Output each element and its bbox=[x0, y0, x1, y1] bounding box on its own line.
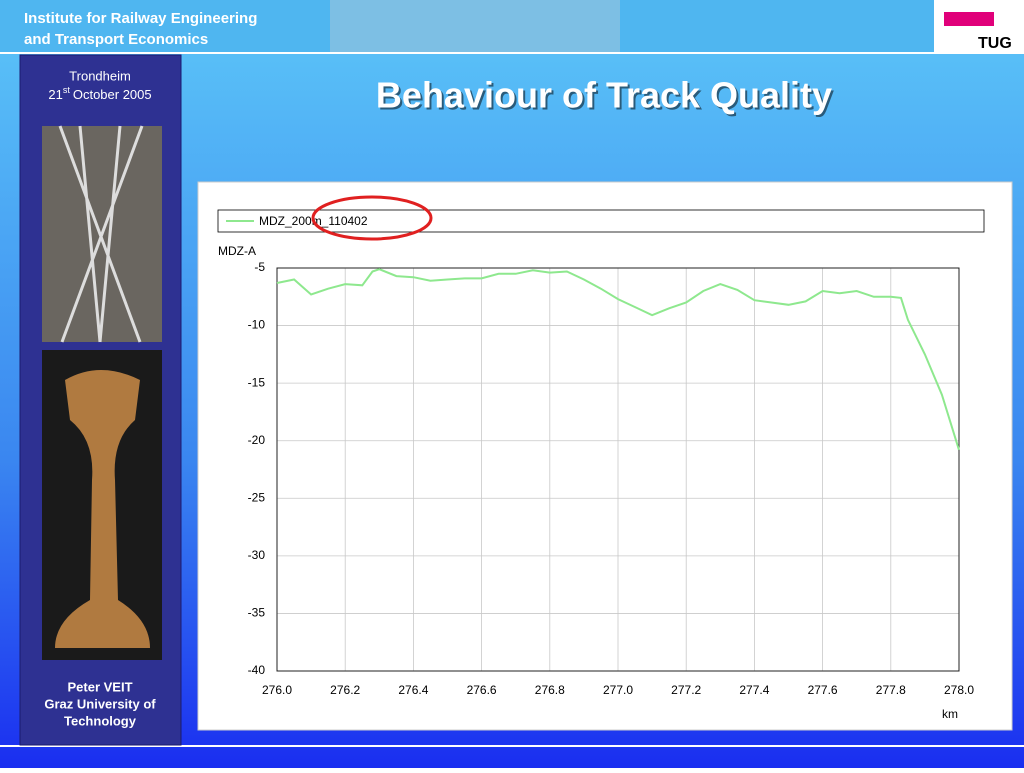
chart: -5 -10 -15 -20 -25 -30 -35 -40 276.0 276.2 276.4 27… bbox=[218, 214, 974, 721]
logo-mark bbox=[944, 12, 994, 26]
x-tick-label: 276.0 bbox=[262, 683, 292, 697]
x-tick-label: 276.2 bbox=[330, 683, 360, 697]
x-tick-label: 277.0 bbox=[603, 683, 633, 697]
data-line bbox=[276, 268, 960, 451]
affiliation: Graz University of bbox=[44, 696, 156, 711]
logo-text: TUG bbox=[978, 35, 1012, 52]
date-suffix: st bbox=[63, 85, 71, 95]
author: Peter VEIT bbox=[67, 679, 132, 694]
x-tick-label: 277.8 bbox=[876, 683, 906, 697]
x-tick-label: 276.4 bbox=[398, 683, 428, 697]
header-text: Institute for Railway Engineering bbox=[24, 10, 257, 27]
y-tick-label: -30 bbox=[248, 548, 266, 562]
y-tick-label: -25 bbox=[248, 490, 266, 504]
title-shadow: Behaviour of Track Quality bbox=[378, 77, 834, 118]
y-tick-label: -35 bbox=[248, 606, 266, 620]
y-tick-label: -40 bbox=[248, 663, 266, 677]
y-axis-label: MDZ-A bbox=[218, 244, 256, 258]
x-tick-label: 277.4 bbox=[739, 683, 769, 697]
y-tick-label: -5 bbox=[254, 260, 265, 274]
legend bbox=[217, 209, 985, 233]
header-text: and Transport Economics bbox=[24, 31, 208, 48]
x-tick-label: 278.0 bbox=[944, 683, 974, 697]
sidebar-date: 21st October 2005 bbox=[48, 85, 151, 102]
affiliation: Technology bbox=[64, 713, 137, 728]
photo-rails bbox=[58, 125, 144, 343]
plot-border bbox=[276, 267, 960, 672]
x-tick-label: 276.6 bbox=[467, 683, 497, 697]
y-tick-label: -15 bbox=[248, 375, 266, 389]
x-tick-label: 277.6 bbox=[808, 683, 838, 697]
y-tick-label: -20 bbox=[248, 433, 266, 447]
x-axis-label: km bbox=[942, 707, 958, 721]
header-building bbox=[330, 0, 620, 52]
rail-profile bbox=[55, 370, 150, 648]
y-tick-label: -10 bbox=[248, 318, 266, 332]
x-tick-label: 276.8 bbox=[535, 683, 565, 697]
sidebar-place: Trondheim bbox=[69, 68, 131, 83]
x-tick-label: 277.2 bbox=[671, 683, 701, 697]
date-rest: October 2005 bbox=[73, 87, 152, 102]
title: Behaviour of Track Quality bbox=[376, 75, 832, 116]
highlight-ellipse bbox=[311, 195, 433, 241]
date-day: 21 bbox=[48, 87, 62, 102]
